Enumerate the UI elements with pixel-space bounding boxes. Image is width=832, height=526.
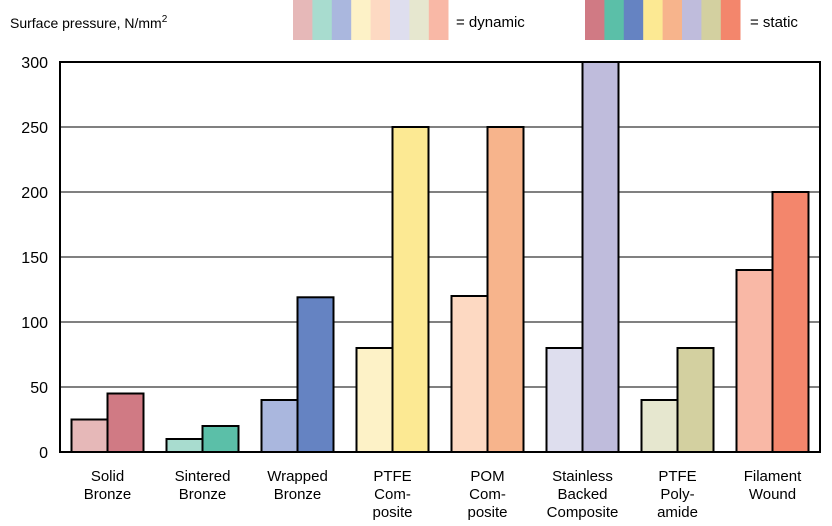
legend-static-swatch <box>662 0 683 40</box>
bar-static <box>676 347 715 453</box>
legend-static-swatch <box>585 0 605 40</box>
bar-static <box>771 191 810 453</box>
bar-dynamic <box>165 438 204 453</box>
legend-static-swatch <box>720 0 741 40</box>
y-tick-label: 100 <box>21 315 48 332</box>
y-tick-label: 300 <box>21 55 48 72</box>
bar-static <box>391 126 430 453</box>
bar-static <box>201 425 240 453</box>
legend-dynamic-swatch <box>293 0 313 40</box>
legend-static-swatch <box>701 0 722 40</box>
y-tick-label: 200 <box>21 185 48 202</box>
bar-dynamic <box>260 399 299 453</box>
legend-dynamic-label: = dynamic <box>456 14 525 31</box>
category-label: POM Com-posite <box>467 468 507 521</box>
bar-static <box>106 392 145 453</box>
category-label: PTFE Com-posite <box>372 468 412 521</box>
legend-dynamic-swatch <box>351 0 371 40</box>
legend-static-swatch <box>643 0 663 40</box>
y-tick-label: 250 <box>21 120 48 137</box>
legend-dynamic-swatch <box>409 0 430 40</box>
bar-static <box>486 126 525 453</box>
legend-dynamic-swatch <box>331 0 352 40</box>
legend-static-swatch <box>623 0 644 40</box>
category-label: Filament Wound <box>744 468 802 503</box>
bar-dynamic <box>545 347 584 453</box>
legend-dynamic-swatch <box>312 0 333 40</box>
category-label: Sintered Bronze <box>175 468 231 503</box>
legend-static-label: = static <box>750 14 798 31</box>
bar-dynamic <box>735 269 774 453</box>
bar-static <box>581 61 620 453</box>
y-axis-label: Surface pressure, N/mm2 <box>10 14 168 31</box>
category-label: Stainless Backed Composite <box>547 468 619 521</box>
y-tick-labels: 0 50 100 150 200 250 300 <box>21 55 48 462</box>
bar-dynamic <box>355 347 394 453</box>
bar-dynamic <box>450 295 489 453</box>
legend-dynamic-swatch <box>428 0 449 40</box>
plot-frame <box>59 61 821 453</box>
bar-static <box>296 296 335 453</box>
bar-dynamic <box>70 418 109 453</box>
legend-static-swatch <box>682 0 702 40</box>
legend-static-swatches <box>585 0 741 40</box>
category-label: Wrapped Bronze <box>267 468 328 503</box>
category-labels: Solid Bronze Sintered Bronze Wrapped Bronze PT… <box>84 468 802 521</box>
legend-static-swatch <box>604 0 625 40</box>
category-label: Solid Bronze <box>84 468 132 503</box>
legend-dynamic-swatch <box>390 0 410 40</box>
y-tick-label: 150 <box>21 250 48 267</box>
y-tick-label: 0 <box>39 445 48 462</box>
y-tick-label: 50 <box>30 380 48 397</box>
legend-dynamic-swatches <box>293 0 449 40</box>
bar-dynamic <box>640 399 679 453</box>
bars <box>70 61 810 453</box>
category-label: PTFE Poly-amide <box>657 468 698 521</box>
legend-dynamic-swatch <box>370 0 391 40</box>
